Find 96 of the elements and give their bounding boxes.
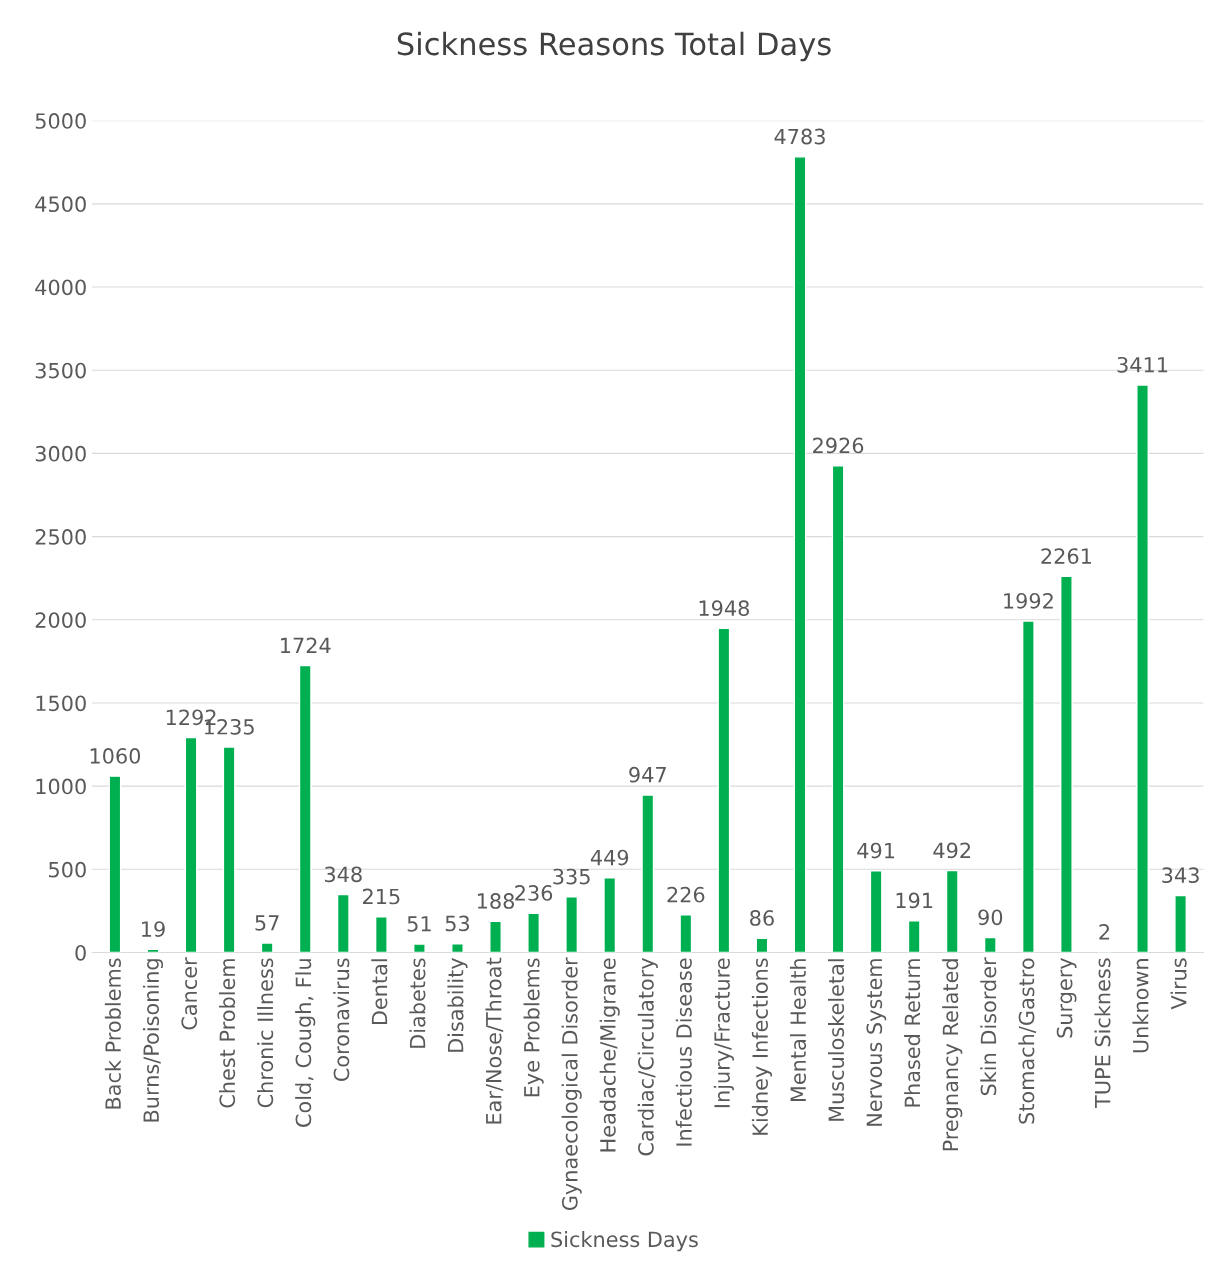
x-tick-label: Pregnancy Related — [942, 959, 963, 1151]
x-tick-label: Infectious Disease — [675, 958, 692, 1146]
chart-title: Sickness Reasons Total Days — [397, 31, 831, 62]
bar — [603, 877, 617, 953]
bar — [184, 736, 198, 953]
x-tick-label: Ear/Nose/Throat — [485, 957, 504, 1124]
bar — [717, 627, 731, 953]
x-tick-label: TUPE Sickness — [1094, 958, 1111, 1108]
data-label: 2926 — [813, 437, 864, 454]
x-tick-label: Cold, Cough, Flu — [295, 959, 316, 1127]
x-tick-label: Disability — [447, 957, 468, 1052]
data-label: 343 — [1162, 867, 1199, 884]
y-tick-label: 4500 — [35, 196, 86, 213]
bar — [793, 156, 807, 953]
x-tick-label: Burns/Poisoning — [142, 959, 164, 1122]
y-tick-label: 1000 — [36, 778, 86, 795]
x-tick-label: Cardiac/Circulatory — [637, 957, 658, 1156]
y-tick-label: 0 — [75, 944, 86, 961]
x-tick-label: Surgery — [1056, 957, 1077, 1038]
x-tick-label: Phased Return — [904, 959, 921, 1107]
bar — [755, 937, 769, 953]
data-label: 226 — [667, 886, 705, 903]
data-label: 3411 — [1117, 356, 1168, 373]
data-label: 1060 — [90, 748, 141, 764]
data-label: 1724 — [281, 637, 331, 654]
bar — [374, 916, 388, 953]
x-tick-label: Injury/Fracture — [713, 958, 734, 1108]
x-tick-label: Eye Problems — [523, 958, 544, 1097]
data-label: 191 — [896, 892, 933, 909]
y-tick-label: 3500 — [35, 362, 86, 379]
bar — [945, 869, 959, 953]
bar — [413, 943, 426, 953]
data-label: 947 — [629, 766, 666, 783]
bar — [831, 465, 845, 953]
y-tick-label: 5000 — [35, 113, 86, 129]
bar — [1174, 894, 1188, 953]
bar — [260, 942, 274, 953]
x-tick-label: Skin Disorder — [980, 957, 997, 1096]
data-label: 19 — [142, 921, 165, 937]
data-label: 188 — [477, 893, 514, 909]
data-label: 57 — [255, 915, 279, 931]
x-tick-label: Kidney Infections — [751, 958, 773, 1135]
data-label: 335 — [553, 868, 590, 885]
data-label: 449 — [590, 849, 629, 866]
x-tick-label: Nervous System — [866, 959, 887, 1126]
data-label: 492 — [933, 842, 971, 859]
data-label: 51 — [407, 916, 431, 932]
bar — [1021, 620, 1035, 953]
bar — [565, 896, 579, 953]
bar — [451, 942, 464, 953]
x-tick-label: Back Problems — [104, 958, 121, 1109]
data-label: 1992 — [1004, 592, 1053, 609]
bar — [336, 893, 350, 953]
y-tick-label: 2000 — [35, 612, 86, 628]
x-tick-label: Diabetes — [409, 958, 426, 1048]
data-label: 4783 — [774, 128, 825, 145]
bar — [1136, 384, 1149, 953]
x-tick-label: Musculoskeletal — [827, 959, 845, 1121]
data-label: 491 — [857, 842, 895, 859]
y-tick-label: 2500 — [35, 529, 86, 545]
bar — [641, 794, 655, 953]
data-label: 53 — [445, 915, 470, 932]
bar — [869, 870, 883, 953]
bar — [222, 746, 236, 953]
data-label: 348 — [325, 866, 362, 883]
x-tick-label: Chronic Illness — [257, 958, 274, 1108]
x-tick-label: Headache/Migrane — [599, 958, 620, 1152]
x-tick-label: Chest Problem — [219, 959, 236, 1108]
bar — [679, 914, 693, 953]
x-tick-label: Stomach/Gastro — [1018, 958, 1037, 1124]
legend-label: Sickness Days — [551, 1231, 698, 1252]
bar — [527, 912, 540, 953]
bar — [983, 936, 997, 953]
x-tick-label: Unknown — [1132, 959, 1149, 1053]
data-label: 2261 — [1041, 548, 1092, 564]
y-tick-label: 1500 — [36, 695, 86, 712]
bar — [489, 920, 502, 953]
x-tick-label: Cancer — [181, 957, 198, 1030]
y-tick-label: 4000 — [35, 279, 86, 296]
bar — [298, 664, 312, 953]
data-label: 86 — [750, 910, 774, 926]
x-tick-label: Coronavirus — [333, 958, 350, 1082]
data-label: 236 — [515, 885, 553, 901]
x-tick-label: Virus — [1170, 958, 1187, 1010]
bar — [907, 920, 921, 953]
x-tick-label: Mental Health — [789, 959, 807, 1102]
data-label: 1948 — [699, 600, 749, 617]
bar — [108, 775, 122, 953]
data-label: 90 — [978, 909, 1003, 926]
bar — [1060, 575, 1073, 953]
y-tick-label: 500 — [49, 861, 86, 878]
x-tick-label: Gynaecological Disorder — [561, 957, 582, 1211]
data-label: 2 — [1099, 924, 1110, 940]
data-label: 215 — [363, 888, 400, 905]
y-tick-label: 3000 — [35, 445, 86, 462]
x-tick-label: Dental — [371, 959, 388, 1025]
